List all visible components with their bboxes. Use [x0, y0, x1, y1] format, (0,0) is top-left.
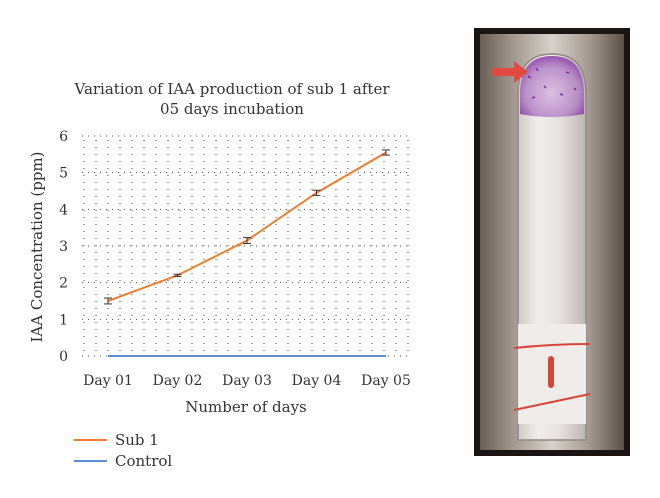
legend-label-sub1: Sub 1 — [115, 431, 159, 449]
x-axis-ticks: Day 01 Day 02 Day 03 Day 04 Day 05 — [83, 373, 411, 389]
test-tube-photo — [474, 28, 630, 456]
x-tick-label: Day 01 — [83, 373, 133, 389]
y-axis-ticks: 0 1 2 3 4 5 6 — [59, 129, 68, 365]
y-tick-label: 5 — [59, 166, 68, 182]
y-axis-label: IAA Concentration (ppm) — [28, 151, 46, 342]
x-tick-label: Day 02 — [153, 373, 203, 389]
y-tick-label: 3 — [59, 239, 68, 255]
legend-label-control: Control — [115, 452, 172, 470]
grid — [82, 135, 410, 357]
x-tick-label: Day 04 — [292, 373, 342, 389]
line-chart: Variation of IAA production of sub 1 aft… — [28, 80, 411, 470]
y-tick-label: 2 — [59, 276, 68, 292]
chart-title-line-2: 05 days incubation — [160, 100, 304, 118]
label-mark-one — [548, 356, 554, 388]
x-tick-label: Day 03 — [222, 373, 272, 389]
label-line-bottom — [513, 393, 591, 411]
purple-stain — [520, 56, 584, 117]
x-tick-label: Day 05 — [361, 373, 411, 389]
chart-title-line-1: Variation of IAA production of sub 1 aft… — [73, 80, 390, 98]
y-tick-label: 1 — [59, 312, 68, 328]
legend: Sub 1 Control — [74, 431, 172, 470]
red-arrow-icon — [492, 61, 528, 83]
series-layer — [104, 149, 390, 357]
label-line-top — [513, 343, 591, 349]
y-tick-label: 6 — [59, 129, 68, 145]
series-line-sub1 — [107, 151, 387, 302]
stain-speckles — [527, 67, 577, 99]
y-tick-label: 4 — [59, 202, 68, 218]
x-axis-label: Number of days — [185, 398, 307, 416]
y-tick-label: 0 — [59, 349, 68, 365]
